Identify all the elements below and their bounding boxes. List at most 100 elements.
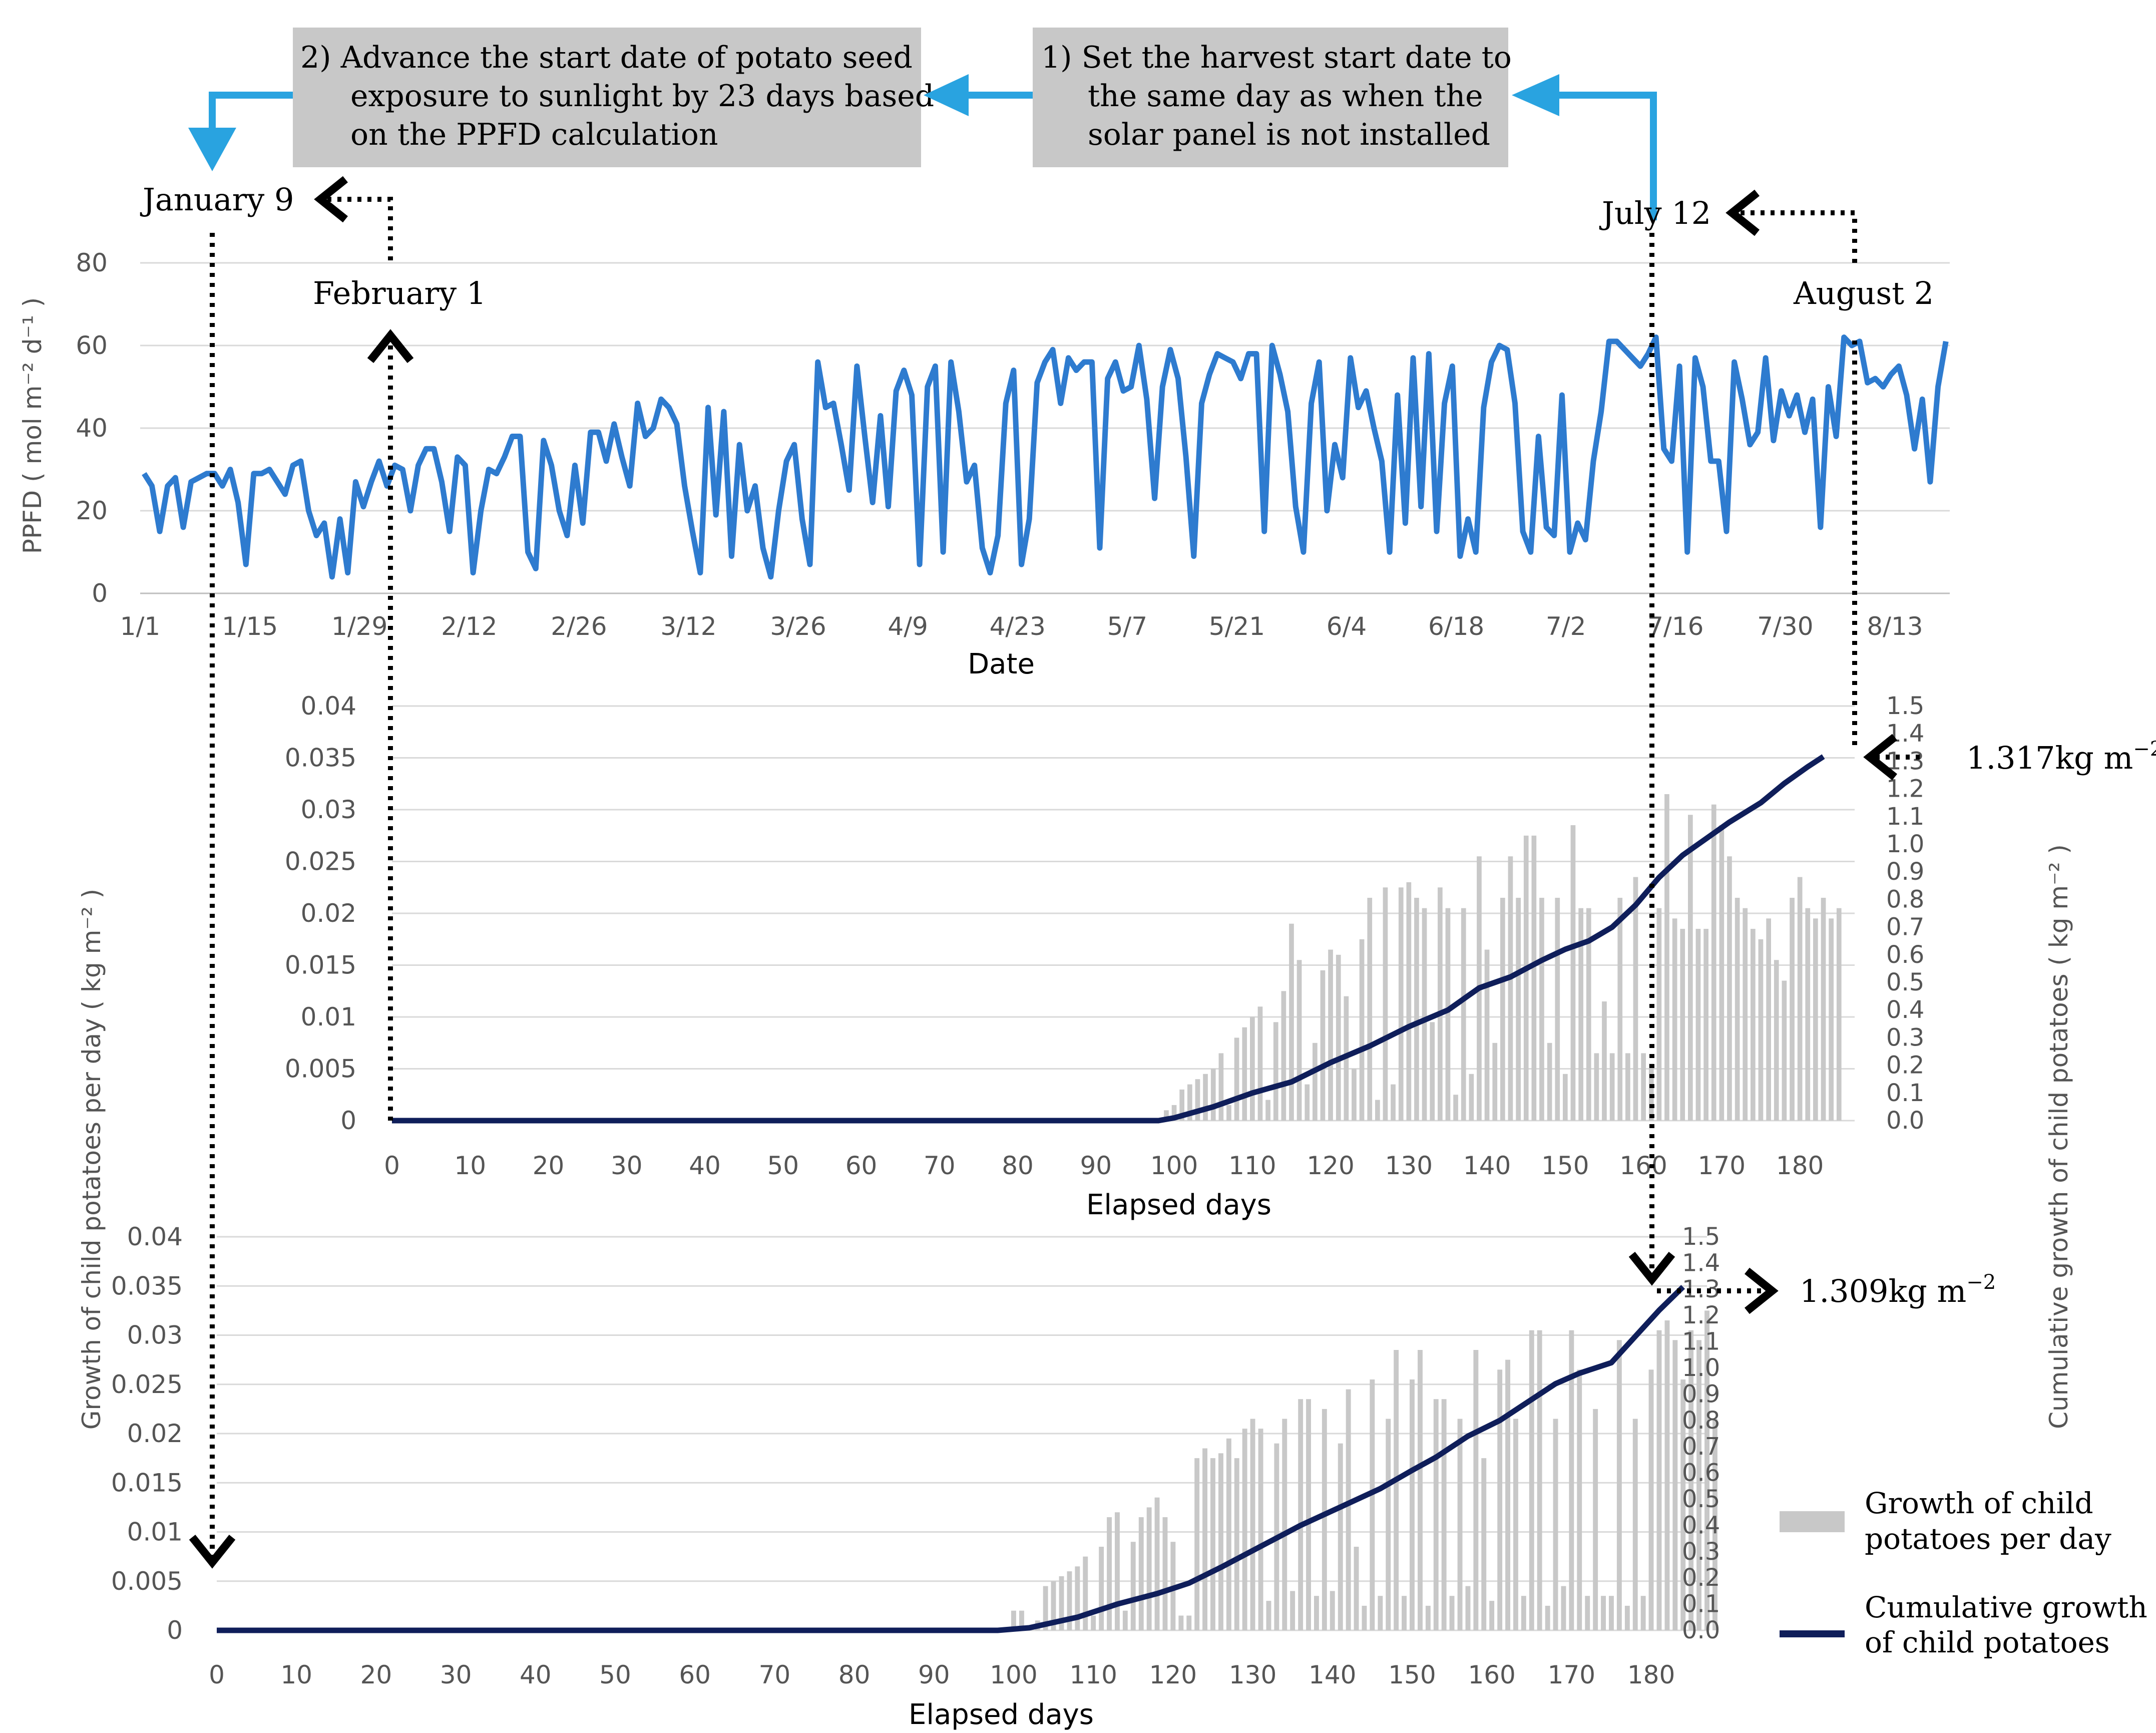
growth-bottom-x-tick: 10 (280, 1660, 312, 1689)
growth-top-bar (1782, 980, 1787, 1121)
growth-top-x-tick: 130 (1385, 1151, 1433, 1180)
growth-bottom-bar (1138, 1517, 1144, 1630)
growth-bottom-bar (1258, 1429, 1263, 1630)
ppfd-x-tick: 8/13 (1867, 612, 1923, 641)
growth-top-bar (1484, 949, 1490, 1121)
growth-bottom-bar (1402, 1596, 1407, 1630)
growth-bottom-right-tick: 0.3 (1682, 1538, 1720, 1566)
growth-bottom-bar (1067, 1571, 1072, 1630)
legend-line-label-1: Cumulative growth (1865, 1590, 2147, 1624)
growth-bottom-x-ticks: 0 10 20 30 40 50 60 70 80 90 100 110 120 130 140 150 160… (209, 1660, 1675, 1689)
growth-bottom-bar (1433, 1399, 1439, 1630)
growth-bottom-x-tick: 90 (918, 1660, 950, 1689)
value-label-bottom: 1.309kg m−2 (1800, 1271, 1996, 1309)
growth-top-bar (1320, 970, 1326, 1121)
growth-top-bar (1664, 794, 1669, 1121)
growth-top-right-tick: 0.1 (1886, 1079, 1924, 1107)
growth-bottom-bar (1019, 1610, 1024, 1630)
growth-bottom-x-tick: 130 (1229, 1660, 1276, 1689)
growth-top-right-tick: 0.3 (1886, 1023, 1924, 1052)
growth-top-bar (1751, 929, 1756, 1121)
growth-bottom-bar (1146, 1507, 1152, 1630)
growth-bottom-bar (1624, 1605, 1630, 1630)
growth-bottom-bar (1011, 1610, 1016, 1630)
growth-bottom-bar (1075, 1566, 1080, 1630)
growth-bottom-bar (1497, 1369, 1503, 1630)
growth-top-bar (1703, 929, 1708, 1121)
growth-top-left-tick: 0.015 (285, 951, 356, 980)
ppfd-x-tick: 7/30 (1757, 612, 1813, 641)
growth-bottom-x-tick: 160 (1468, 1660, 1515, 1689)
ppfd-y-tick: 40 (76, 414, 108, 443)
ppfd-x-tick: 3/12 (660, 612, 716, 641)
growth-bottom-right-tick: 0.6 (1682, 1459, 1720, 1487)
growth-bottom-bar (1122, 1610, 1128, 1630)
ppfd-x-tick: 1/1 (120, 612, 160, 641)
growth-top-left-tick: 0.01 (301, 1002, 356, 1031)
growth-bottom-x-tick: 80 (838, 1660, 871, 1689)
growth-bottom-right-tick: 0.0 (1682, 1616, 1720, 1644)
step1-line2: the same day as when the (1088, 79, 1483, 114)
growth-top-bar (1171, 1105, 1177, 1121)
growth-bottom-right-tick: 0.2 (1682, 1564, 1720, 1592)
growth-bottom-bar (1680, 1379, 1686, 1630)
growth-bottom-bar (1529, 1330, 1534, 1630)
growth-bottom-bar (1704, 1310, 1709, 1630)
growth-top-left-tick: 0.02 (301, 899, 356, 928)
growth-top-x-tick: 100 (1150, 1151, 1198, 1180)
growth-top-bar (1375, 1100, 1380, 1121)
growth-bottom-x-tick: 180 (1627, 1660, 1675, 1689)
growth-top-bar (1735, 898, 1740, 1121)
growth-bottom-right-tick: 0.9 (1682, 1380, 1720, 1408)
value-label-top: 1.317kg m−2 (1966, 738, 2156, 776)
growth-top-bar (1743, 908, 1748, 1121)
flow-arrow-step2-to-jan (209, 92, 293, 131)
growth-top-bar (1352, 1069, 1357, 1121)
growth-bottom-bar (1712, 1419, 1717, 1630)
growth-top-x-tick: 120 (1307, 1151, 1354, 1180)
growth-top-bar (1383, 887, 1388, 1121)
growth-bottom-bar (1091, 1615, 1096, 1630)
growth-bottom-bar (1656, 1330, 1662, 1630)
growth-bottom-x-tick: 110 (1069, 1660, 1117, 1689)
value-top-text: 1.317kg m (1966, 740, 2133, 776)
growth-top-x-tick: 140 (1463, 1151, 1511, 1180)
growth-bottom-bar (1672, 1340, 1678, 1630)
growth-bottom-bar (1545, 1605, 1550, 1630)
growth-top-bar (1414, 898, 1419, 1121)
growth-bottom-x-tick: 140 (1309, 1660, 1356, 1689)
step1-line1: 1) Set the harvest start date to (1041, 40, 1512, 75)
growth-top-bar (1406, 882, 1412, 1121)
growth-top-bar (1563, 1074, 1568, 1121)
step1-box (1033, 28, 1508, 167)
growth-top-right-tick: 1.2 (1886, 775, 1924, 803)
growth-top-right-tick: 0.9 (1886, 858, 1924, 886)
growth-bottom-bar (1569, 1330, 1574, 1630)
growth-bottom-x-axis-title: Elapsed days (909, 1698, 1094, 1731)
growth-top-bar (1602, 1001, 1607, 1121)
growth-bottom-bar (1178, 1615, 1184, 1630)
growth-top-bar (1265, 1100, 1270, 1121)
growth-bottom-bar (1242, 1429, 1247, 1630)
growth-bottom-bar (1051, 1581, 1056, 1631)
growth-top-bar (1829, 918, 1834, 1121)
growth-bottom-left-tick: 0.025 (111, 1370, 183, 1399)
growth-top-left-tick: 0.025 (285, 847, 356, 876)
growth-bottom-x-tick: 100 (990, 1660, 1037, 1689)
growth-top-right-tick: 1.3 (1886, 747, 1924, 775)
growth-bottom-x-tick: 40 (520, 1660, 552, 1689)
growth-top-bar (1758, 939, 1764, 1121)
growth-bottom-bar (1553, 1419, 1558, 1630)
growth-top-x-tick: 180 (1776, 1151, 1824, 1180)
legend: Growth of child potatoes per day Cumulat… (1780, 1486, 2147, 1659)
growth-top-bar (1680, 929, 1685, 1121)
growth-top-bar (1500, 898, 1505, 1121)
flow-arrowhead-step2 (924, 74, 969, 116)
growth-top-x-tick: 110 (1228, 1151, 1276, 1180)
growth-bottom-bar (1449, 1596, 1455, 1630)
growth-bottom-bar (1537, 1330, 1542, 1630)
ppfd-chart: 0 20 40 60 80 1/1 1/15 1/29 2/12 2/26 3/12 3/26 4/9… (18, 248, 1950, 680)
legend-line-label-2: of child potatoes (1865, 1625, 2110, 1659)
growth-bottom-bar (1561, 1586, 1566, 1630)
growth-top-bar (1523, 835, 1529, 1121)
